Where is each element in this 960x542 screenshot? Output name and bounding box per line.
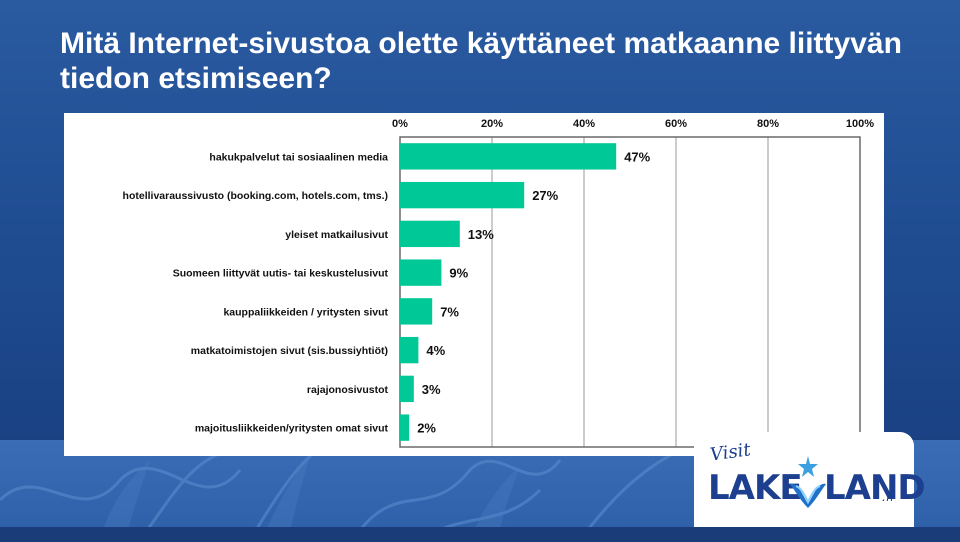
x-tick-label: 20% <box>481 118 503 130</box>
bar <box>400 220 460 248</box>
plot-frame <box>399 136 861 448</box>
logo-lake-text: LAKE <box>708 468 803 508</box>
x-tick-label: 100% <box>846 118 874 130</box>
bar <box>400 298 433 325</box>
value-label: 3% <box>422 382 441 397</box>
value-label: 13% <box>468 227 494 242</box>
x-tick-label: 60% <box>665 118 687 130</box>
category-label: Suomeen liittyvät uutis- tai keskustelus… <box>173 268 389 280</box>
category-label: rajajonosivustot <box>307 384 389 396</box>
bar <box>400 181 525 209</box>
visit-lakeland-logo: Visit LAKE LAND .fi <box>694 432 926 527</box>
bar-chart: 0% 20% 40% 60% 80% 100% hakukpalvelut tai sosi… <box>123 118 874 448</box>
value-label: 7% <box>440 304 459 319</box>
logo-visit-text: Visit <box>708 439 752 466</box>
bar <box>400 414 410 441</box>
value-label: 9% <box>449 266 468 281</box>
water-splash-icon <box>790 456 826 508</box>
bottom-strip <box>0 527 960 542</box>
bar <box>400 375 414 403</box>
bar <box>400 336 419 364</box>
category-label: yleiset matkailusivut <box>285 229 388 241</box>
category-label: kauppaliikkeiden / yritysten sivut <box>223 306 388 318</box>
logo-fi-text: .fi <box>882 490 894 504</box>
x-tick-label: 40% <box>573 118 595 130</box>
bar <box>400 143 617 170</box>
category-label: hakukpalvelut tai sosiaalinen media <box>209 151 388 163</box>
category-label: matkatoimistojen sivut (sis.bussiyhtiöt) <box>191 345 388 357</box>
value-label: 47% <box>624 149 650 164</box>
category-label: hotellivaraussivusto (booking.com, hotel… <box>123 190 388 202</box>
value-label: 27% <box>532 188 558 203</box>
chart-panel: 0% 20% 40% 60% 80% 100% hakukpalvelut tai sosi… <box>64 113 884 456</box>
value-label: 4% <box>426 343 445 358</box>
value-label: 2% <box>417 421 436 436</box>
logo-land-text: LAND <box>824 468 926 508</box>
x-tick-label: 0% <box>392 118 408 130</box>
category-label: majoitusliikkeiden/yritysten omat sivut <box>195 423 389 435</box>
slide-title: Mitä Internet-sivustoa olette käyttäneet… <box>60 27 902 95</box>
x-tick-label: 80% <box>757 118 779 130</box>
bar <box>400 259 442 286</box>
